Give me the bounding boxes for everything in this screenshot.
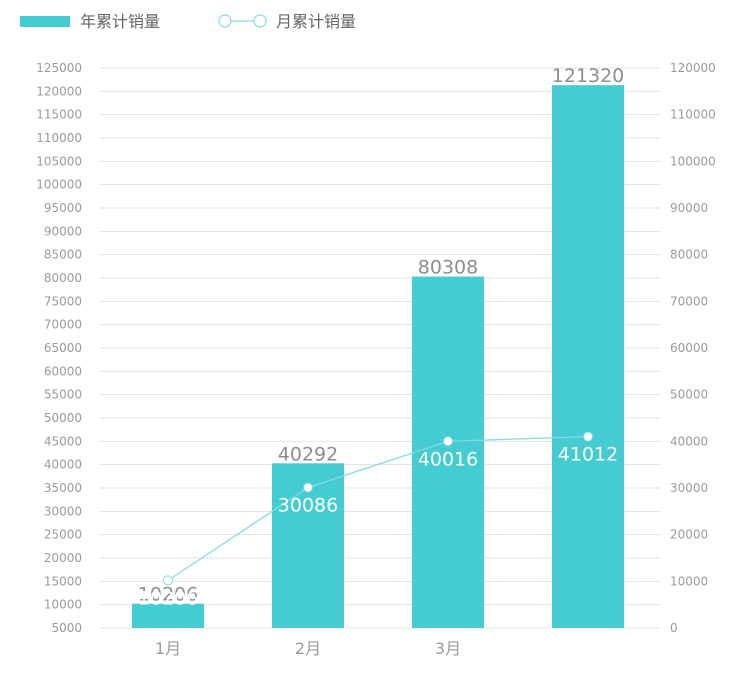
left-tick-label: 50000 — [44, 411, 82, 425]
category-label: 1月 — [155, 639, 181, 658]
x-axis: 1月 2月 3月 — [155, 639, 461, 658]
left-tick-label: 10000 — [44, 598, 82, 612]
line-point — [163, 575, 173, 586]
right-tick-label: 10000 — [670, 574, 708, 588]
left-tick-label: 120000 — [36, 84, 82, 98]
left-tick-label: 95000 — [44, 201, 82, 215]
bar-value-label: 10206 — [138, 584, 198, 606]
right-tick-label: 40000 — [670, 434, 708, 448]
right-tick-label: 110000 — [670, 108, 716, 122]
left-tick-label: 45000 — [44, 434, 82, 448]
right-tick-label: 30000 — [670, 481, 708, 495]
bar — [132, 603, 204, 628]
legend-bar-label: 年累计销量 — [80, 12, 160, 31]
line-value-label: 41012 — [558, 444, 618, 466]
right-y-axis: 0 10000 20000 30000 40000 50000 60000 70000 8000… — [670, 61, 716, 635]
left-tick-label: 15000 — [44, 574, 82, 588]
left-tick-label: 100000 — [36, 178, 82, 192]
bar — [552, 85, 624, 628]
left-tick-label: 5000 — [51, 621, 82, 635]
left-tick-label: 25000 — [44, 528, 82, 542]
left-tick-label: 40000 — [44, 458, 82, 472]
right-tick-label: 20000 — [670, 528, 708, 542]
legend-line-marker-icon — [218, 14, 232, 28]
left-tick-label: 65000 — [44, 341, 82, 355]
bar — [412, 276, 484, 628]
legend-line-label: 月累计销量 — [276, 12, 356, 31]
left-tick-label: 35000 — [44, 481, 82, 495]
line-point — [303, 482, 313, 493]
left-tick-label: 20000 — [44, 551, 82, 565]
bar-series: 10206 40292 80308 121320 — [132, 65, 624, 628]
right-tick-label: 70000 — [670, 294, 708, 308]
line-point — [443, 436, 453, 447]
bar-value-label: 80308 — [418, 257, 478, 279]
left-tick-label: 90000 — [44, 224, 82, 238]
line-point — [583, 431, 593, 442]
legend-line-marker-icon — [253, 14, 267, 28]
bar-value-label: 121320 — [552, 65, 625, 87]
left-y-axis: 5000 10000 15000 20000 25000 30000 35000 40000 4… — [36, 61, 82, 635]
right-tick-label: 120000 — [670, 61, 716, 75]
right-tick-label: 100000 — [670, 154, 716, 168]
left-tick-label: 125000 — [36, 61, 82, 75]
line-value-label: 10206 — [138, 587, 198, 609]
bar-value-label: 40292 — [278, 443, 338, 465]
legend-bar-swatch — [20, 16, 70, 27]
line-value-label: 40016 — [418, 448, 478, 470]
legend: 年累计销量 月累计销量 — [20, 12, 356, 31]
right-tick-label: 0 — [670, 621, 678, 635]
left-tick-label: 70000 — [44, 318, 82, 332]
left-tick-label: 110000 — [36, 131, 82, 145]
line-series: 10206 30086 40016 41012 — [138, 431, 618, 609]
left-tick-label: 75000 — [44, 294, 82, 308]
series-line — [167, 435, 589, 581]
left-tick-label: 80000 — [44, 271, 82, 285]
left-tick-label: 115000 — [36, 108, 82, 122]
left-tick-label: 60000 — [44, 364, 82, 378]
category-label: 2月 — [295, 639, 321, 658]
left-tick-label: 55000 — [44, 388, 82, 402]
category-label: 3月 — [435, 639, 461, 658]
right-tick-label: 80000 — [670, 248, 708, 262]
right-tick-label: 50000 — [670, 388, 708, 402]
right-tick-label: 90000 — [670, 201, 708, 215]
left-tick-label: 85000 — [44, 248, 82, 262]
left-tick-label: 105000 — [36, 154, 82, 168]
right-tick-label: 60000 — [670, 341, 708, 355]
left-tick-label: 30000 — [44, 504, 82, 518]
line-value-label: 30086 — [278, 495, 338, 517]
